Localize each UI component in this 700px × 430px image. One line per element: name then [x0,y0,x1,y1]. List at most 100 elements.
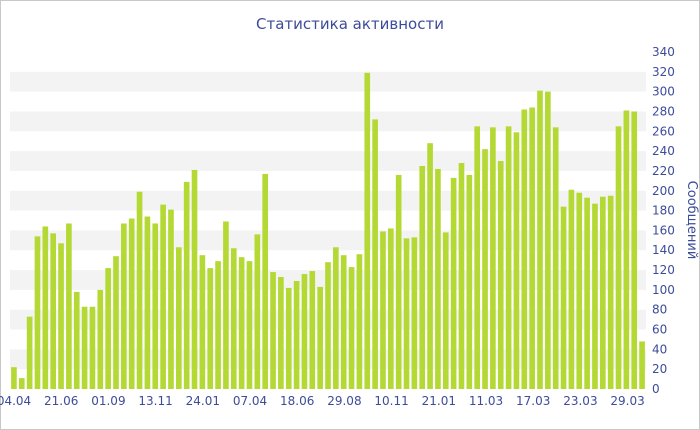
bar [552,127,559,390]
x-tick-label: 29.03 [610,394,644,408]
bar [183,181,190,389]
bar [81,306,88,389]
bar [66,223,72,389]
bar [364,72,371,390]
y-tick-label: 60 [652,323,667,337]
y-tick-label: 100 [652,283,675,297]
x-tick-label: 29.08 [327,394,361,408]
y-tick-label: 80 [652,303,667,317]
bar [262,173,269,389]
bars [11,72,645,390]
bar [592,203,598,389]
y-tick-label: 120 [652,263,675,277]
bar [18,378,25,389]
bar [97,289,104,389]
bar [175,247,182,389]
bar [128,218,135,389]
x-tick-label: 21.01 [422,394,456,408]
bar [482,149,488,389]
bar [639,341,645,389]
bar [50,233,57,389]
bar [278,276,284,389]
x-tick-label: 01.09 [91,394,125,408]
bar [215,261,221,389]
bar [521,109,528,390]
y-tick-label: 280 [652,104,675,118]
bar [168,209,174,389]
bar [121,223,127,389]
bar [333,247,339,389]
x-tick-label: 04.04 [0,394,31,408]
bar [442,232,449,389]
bar [474,126,481,390]
bar [89,306,96,389]
bar [490,127,496,390]
bar [584,197,590,389]
bar [144,216,151,389]
y-tick-label: 160 [652,223,675,237]
bar [411,237,418,389]
y-axis-label: Сообщений [684,181,699,260]
bar [152,223,159,389]
bar [545,91,551,389]
bar [372,119,378,390]
bar [623,110,630,390]
grid-band [10,111,646,132]
bar [160,204,166,389]
bar [270,272,276,389]
bar [560,206,567,389]
y-tick-label: 0 [652,382,660,396]
bar [230,248,237,389]
bar [246,261,253,389]
bar [607,195,614,389]
y-tick-label: 240 [652,144,675,158]
bar [348,267,355,389]
chart-title: Статистика активности [256,15,444,33]
bar [301,274,308,389]
x-tick-label: 11.03 [469,394,503,408]
bar [505,126,512,390]
bar [191,169,198,389]
bar [497,161,504,389]
y-tick-label: 260 [652,124,675,138]
bar [238,257,245,389]
bar [26,316,33,389]
x-tick-label: 17.03 [516,394,550,408]
bar [395,174,402,389]
bar [58,243,64,389]
bar [450,177,457,389]
bar [435,168,441,389]
bar [223,221,229,389]
bar [576,192,583,389]
bar [513,132,520,390]
bar [466,174,473,389]
bar [309,271,316,389]
bar [403,238,410,389]
bar [207,268,214,389]
bar [427,143,433,389]
bar [293,280,300,389]
x-tick-label: 23.03 [563,394,597,408]
y-tick-label: 180 [652,204,675,218]
bar [34,236,41,389]
bar [105,268,111,389]
bar [113,256,119,389]
bar [387,228,394,389]
y-tick-labels: 0 20 40 60 80 100 120 140 160 180 200 220 240 260 280 3… [652,45,675,396]
bar [631,111,638,390]
bar [285,287,292,389]
bar [568,189,575,389]
bar [599,196,606,389]
bar [356,254,363,389]
bar [199,255,206,389]
y-tick-label: 200 [652,184,675,198]
bar [419,165,426,389]
bar [615,126,622,390]
bar [254,234,261,389]
bar [11,367,17,389]
bar [73,291,80,389]
bar [340,255,347,389]
bar [380,231,386,389]
y-tick-label: 220 [652,164,675,178]
